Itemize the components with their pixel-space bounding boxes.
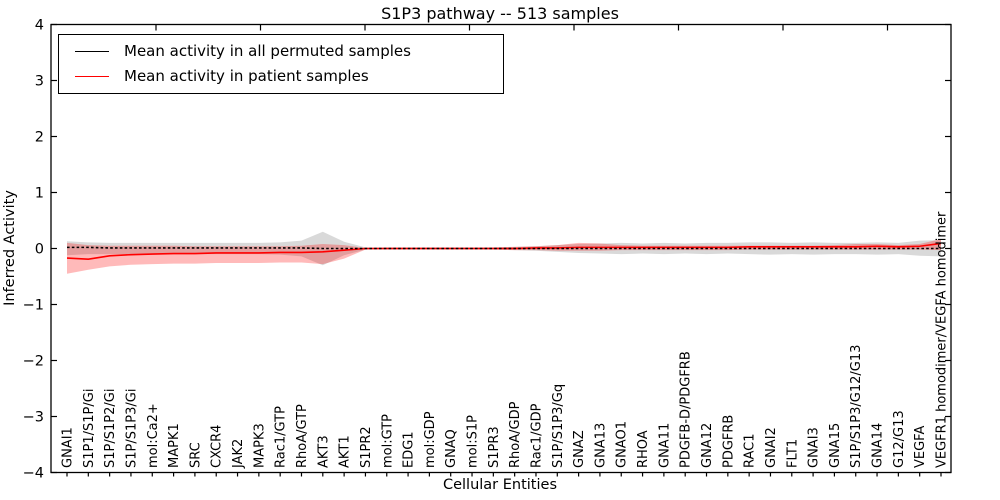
x-category-label: S1P1/S1P/Gi xyxy=(82,389,97,468)
y-tick-label: 2 xyxy=(35,130,44,146)
chart-title: S1P3 pathway -- 513 samples xyxy=(381,4,619,23)
x-category-label: GNA14 xyxy=(871,423,886,468)
x-axis-label: Cellular Entities xyxy=(442,477,558,493)
x-category-label: GNA12 xyxy=(700,423,715,468)
x-category-label: S1PR3 xyxy=(487,426,502,468)
x-category-label: MAPK1 xyxy=(167,423,182,468)
x-category-label: GNAZ xyxy=(572,430,587,468)
x-category-label: GNA15 xyxy=(828,423,843,468)
x-category-label: VEGFR1 homodimer/VEGFA homodimer xyxy=(935,211,950,468)
x-category-label: RhoA/GTP xyxy=(295,404,310,468)
x-category-label: RhoA/GDP xyxy=(508,401,523,468)
x-category-label: S1PR2 xyxy=(359,426,374,468)
y-axis-label: Inferred Activity xyxy=(2,190,18,306)
legend-label-patient: Mean activity in patient samples xyxy=(124,67,369,85)
legend-label-permuted: Mean activity in all permuted samples xyxy=(124,42,411,60)
x-category-label: JAK2 xyxy=(231,439,246,469)
x-category-label: S1P/S1P3/Gi xyxy=(124,389,139,468)
permuted-line-icon xyxy=(75,50,109,52)
y-tick-label: −2 xyxy=(23,354,44,370)
x-category-label: FLT1 xyxy=(785,439,800,468)
legend-item-permuted: Mean activity in all permuted samples xyxy=(75,42,497,60)
x-category-label: GNAQ xyxy=(444,429,459,468)
y-tick-label: 0 xyxy=(35,242,44,258)
x-category-label: PDGFRB xyxy=(721,415,736,468)
x-category-label: Rac1/GDP xyxy=(529,403,544,468)
x-category-label: G12/G13 xyxy=(892,410,907,468)
x-category-label: GNAI1 xyxy=(61,427,76,468)
y-tick-label: 1 xyxy=(35,186,44,202)
x-category-label: EDG1 xyxy=(402,431,417,468)
x-category-label: mol:GDP xyxy=(423,411,438,468)
x-category-label: RAC1 xyxy=(743,433,758,468)
y-tick-label: −1 xyxy=(23,298,44,314)
permuted-mean-line xyxy=(67,246,941,250)
x-category-label: MAPK3 xyxy=(252,423,267,468)
y-tick-label: −3 xyxy=(23,410,44,426)
x-category-label: PDGFB-D/PDGFRB xyxy=(679,351,694,468)
x-category-label: GNA13 xyxy=(593,423,608,468)
y-tick-label: 3 xyxy=(35,74,44,90)
x-category-label: mol:Ca2+ xyxy=(146,403,161,468)
x-category-label: GNAO1 xyxy=(615,421,630,468)
legend: Mean activity in all permuted samples Me… xyxy=(58,34,504,94)
x-category-label: GNAI2 xyxy=(764,427,779,468)
x-category-label: VEGFA xyxy=(913,426,928,468)
x-category-label: S1P/S1P3/Gq xyxy=(551,384,566,468)
x-category-label: CXCR4 xyxy=(210,425,225,468)
x-category-label: Rac1/GTP xyxy=(274,406,289,468)
x-category-label: RHOA xyxy=(636,430,651,468)
y-tick-label: 4 xyxy=(35,18,44,34)
patient-line-icon xyxy=(75,75,109,77)
x-category-label: SRC xyxy=(188,442,203,468)
legend-item-patient: Mean activity in patient samples xyxy=(75,67,497,85)
x-category-label: mol:S1P xyxy=(466,415,481,468)
x-category-label: S1P/S1P2/Gi xyxy=(103,389,118,468)
x-category-label: mol:GTP xyxy=(380,414,395,468)
x-category-label: AKT1 xyxy=(338,435,353,468)
x-category-label: GNA11 xyxy=(657,423,672,468)
x-category-label: GNAI3 xyxy=(807,427,822,468)
x-category-label: AKT3 xyxy=(316,435,331,468)
y-tick-label: −4 xyxy=(23,466,44,482)
x-category-label: S1P/S1P3/G12/G13 xyxy=(849,345,864,468)
